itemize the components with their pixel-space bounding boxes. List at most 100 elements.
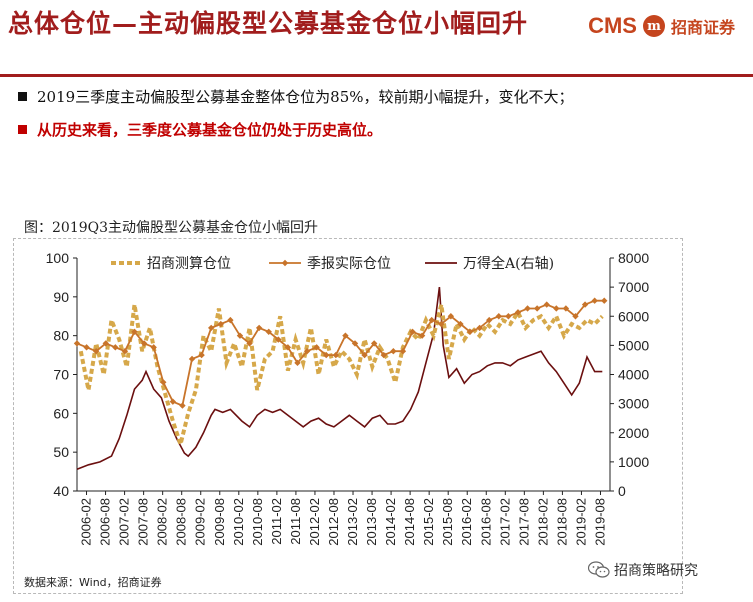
legend-marker-actual — [281, 259, 289, 267]
series-point-actual — [505, 313, 512, 320]
bullet-point-2: 从历史来看，三季度公募基金仓位仍处于历史高位。 — [18, 119, 382, 140]
series-point-actual — [179, 402, 186, 409]
series-point-actual — [466, 328, 474, 335]
series-line-wind-a — [76, 287, 603, 470]
series-point-actual — [112, 344, 119, 351]
legend-label-estimate: 招商测算仓位 — [147, 256, 231, 272]
series-point-actual — [524, 305, 531, 312]
x-tick-label: 2009-08 — [212, 498, 227, 546]
x-tick-label: 2012-08 — [326, 498, 341, 546]
series-point-actual — [399, 348, 407, 355]
series-point-actual — [351, 340, 359, 347]
y-left-tick-label: 100 — [46, 250, 70, 266]
series-point-actual — [246, 340, 253, 347]
series-point-actual — [361, 351, 368, 359]
x-tick-label: 2010-08 — [250, 498, 265, 546]
series-point-actual — [73, 340, 81, 347]
y-right-tick-label: 7000 — [618, 279, 649, 295]
chart-frame — [13, 238, 683, 594]
x-tick-label: 2015-02 — [421, 498, 436, 546]
x-tick-label: 2018-02 — [535, 498, 550, 546]
figure-caption: 图：2019Q3主动偏股型公募基金仓位小幅回升 — [24, 220, 319, 236]
y-right-tick-label: 8000 — [618, 250, 649, 266]
series-point-actual — [553, 305, 560, 312]
y-left-tick-label: 80 — [53, 328, 69, 344]
series-point-actual — [390, 348, 397, 355]
brand-logo: CMS m 招商证券 — [588, 12, 735, 40]
x-tick-label: 2009-02 — [193, 498, 208, 546]
bullet-square-icon — [18, 125, 27, 134]
series-point-actual — [92, 348, 100, 355]
series-point-actual — [486, 316, 493, 324]
series-point-actual — [323, 351, 330, 359]
wechat-icon — [588, 561, 610, 578]
x-tick-label: 2016-08 — [478, 498, 493, 546]
series-point-actual — [83, 344, 90, 351]
series-point-actual — [457, 320, 464, 328]
x-tick-label: 2011-02 — [269, 498, 284, 545]
series-point-actual — [591, 297, 598, 304]
series-point-actual — [188, 355, 196, 363]
series-point-actual — [418, 332, 426, 339]
x-tick-label: 2012-02 — [307, 498, 322, 546]
x-tick-label: 2013-08 — [364, 498, 379, 546]
x-tick-label: 2013-02 — [345, 498, 360, 546]
series-point-actual — [121, 348, 129, 355]
logo-company-name: 招商证券 — [670, 18, 735, 37]
x-tick-label: 2019-02 — [573, 498, 588, 546]
bullet-point-1: 2019三季度主动偏股型公募基金整体仓位为85%，较前期小幅提升，变化不大； — [18, 86, 574, 107]
series-point-actual — [476, 324, 483, 332]
series-point-actual — [581, 301, 589, 308]
wechat-watermark: 招商策略研究 — [588, 560, 698, 580]
series-point-actual — [514, 309, 522, 316]
series-point-actual — [227, 316, 234, 324]
x-tick-label: 2015-08 — [440, 498, 455, 546]
x-tick-label: 2016-02 — [459, 498, 474, 546]
series-point-actual — [131, 328, 138, 335]
series-point-actual — [370, 340, 378, 347]
x-tick-label: 2008-02 — [155, 498, 170, 546]
x-tick-label: 2014-08 — [402, 498, 417, 546]
y-left-tick-label: 50 — [53, 444, 69, 460]
y-left-tick-label: 60 — [53, 405, 69, 421]
series-point-actual — [409, 328, 416, 335]
series-point-actual — [284, 344, 292, 351]
x-tick-label: 2010-02 — [231, 498, 246, 546]
series-point-actual — [447, 313, 455, 320]
series-point-actual — [217, 320, 224, 328]
x-tick-label: 2007-02 — [117, 498, 132, 546]
x-tick-label: 2018-08 — [554, 498, 569, 546]
series-point-actual — [255, 324, 263, 332]
x-tick-label: 2017-02 — [497, 498, 512, 546]
series-point-actual — [313, 344, 320, 351]
data-source-note: 数据来源：Wind，招商证券 — [24, 576, 162, 589]
series-point-actual — [102, 340, 109, 347]
series-line-estimate — [78, 304, 604, 452]
y-right-tick-label: 6000 — [618, 308, 649, 324]
series-point-actual — [543, 301, 550, 308]
x-tick-label: 2014-02 — [383, 498, 398, 546]
y-right-tick-label: 2000 — [618, 425, 649, 441]
series-point-actual — [236, 332, 244, 339]
y-right-tick-label: 4000 — [618, 367, 649, 383]
y-right-tick-label: 1000 — [618, 454, 649, 470]
series-point-actual — [332, 351, 340, 359]
x-tick-label: 2017-08 — [516, 498, 531, 546]
y-left-tick-label: 90 — [53, 289, 69, 305]
series-point-actual — [438, 320, 445, 328]
series-point-actual — [208, 324, 215, 332]
x-tick-label: 2019-08 — [592, 498, 607, 546]
y-left-tick-label: 70 — [53, 367, 69, 383]
x-tick-label: 2007-08 — [136, 498, 151, 546]
title-divider — [0, 74, 753, 77]
x-tick-label: 2006-02 — [79, 498, 94, 546]
series-point-actual — [428, 316, 435, 324]
bullet-text-2: 从历史来看，三季度公募基金仓位仍处于历史高位。 — [37, 121, 383, 139]
series-point-actual — [533, 305, 541, 312]
series-point-actual — [572, 313, 579, 320]
x-tick-label: 2006-08 — [98, 498, 113, 546]
series-point-actual — [275, 336, 282, 343]
series-point-actual — [160, 379, 167, 386]
series-point-actual — [198, 351, 205, 359]
